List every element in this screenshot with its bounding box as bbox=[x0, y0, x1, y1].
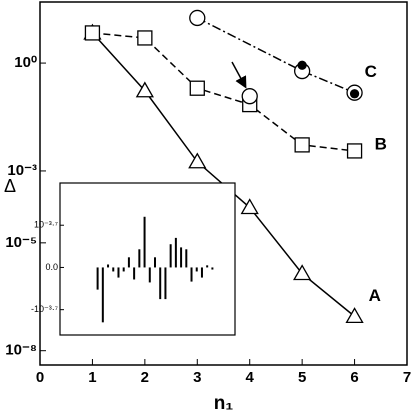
bar bbox=[122, 267, 125, 272]
marker bbox=[137, 30, 153, 46]
bar bbox=[159, 267, 162, 300]
y-tick-label: 10⁻⁵ bbox=[5, 234, 37, 251]
marker bbox=[293, 264, 312, 281]
x-axis-label: n₁ bbox=[214, 393, 234, 414]
inset-y-tick-label: 10⁻³·⁷ bbox=[34, 220, 58, 230]
plot-frame bbox=[39, 1, 408, 366]
series-label: C bbox=[365, 62, 377, 81]
bar bbox=[154, 257, 156, 268]
bar bbox=[127, 257, 130, 268]
bar bbox=[185, 249, 188, 268]
bar bbox=[211, 267, 214, 270]
marker bbox=[297, 60, 307, 70]
x-tick-label: 7 bbox=[403, 369, 411, 386]
bar bbox=[112, 267, 115, 272]
bar bbox=[169, 244, 172, 268]
x-tick-label: 3 bbox=[193, 369, 201, 386]
inset-y-tick-label: -10⁻³·⁷ bbox=[31, 304, 58, 314]
bar bbox=[190, 267, 193, 282]
marker bbox=[294, 137, 310, 153]
marker bbox=[349, 89, 360, 99]
marker bbox=[84, 25, 101, 41]
bar bbox=[206, 265, 209, 268]
series-label: B bbox=[375, 134, 387, 153]
y-tick-label: 10⁻³ bbox=[7, 162, 37, 179]
bar bbox=[143, 216, 146, 268]
bar bbox=[117, 267, 120, 278]
series-line bbox=[92, 32, 355, 152]
bar bbox=[180, 247, 183, 268]
marker bbox=[189, 9, 206, 27]
x-tick-label: 5 bbox=[298, 369, 306, 386]
x-tick-label: 1 bbox=[88, 369, 96, 386]
marker bbox=[188, 152, 207, 169]
bar bbox=[174, 237, 177, 268]
x-tick-label: 4 bbox=[246, 369, 255, 386]
y-tick-label: 10⁻⁸ bbox=[5, 342, 37, 359]
bar bbox=[138, 249, 141, 268]
bar bbox=[148, 267, 151, 283]
bar bbox=[133, 267, 136, 280]
inset-frame bbox=[59, 182, 236, 336]
bar bbox=[195, 267, 198, 272]
arrow bbox=[231, 61, 247, 89]
y-tick-label: 10⁰ bbox=[14, 54, 37, 71]
bar bbox=[164, 267, 167, 300]
x-tick-label: 2 bbox=[141, 369, 149, 386]
bar bbox=[96, 267, 99, 290]
marker bbox=[345, 307, 364, 324]
marker bbox=[346, 143, 363, 159]
y-axis-label: Δ bbox=[4, 176, 16, 196]
x-tick-label: 0 bbox=[36, 369, 44, 386]
marker bbox=[241, 88, 258, 105]
bar bbox=[107, 264, 110, 268]
marker bbox=[135, 81, 154, 98]
bar bbox=[101, 267, 104, 323]
series-label: A bbox=[369, 286, 381, 305]
series-line bbox=[196, 17, 355, 94]
bar bbox=[200, 267, 203, 278]
x-tick-label: 6 bbox=[350, 369, 358, 386]
marker bbox=[189, 80, 205, 96]
marker bbox=[240, 198, 259, 215]
inset-y-tick-label: 0.0 bbox=[45, 262, 58, 272]
